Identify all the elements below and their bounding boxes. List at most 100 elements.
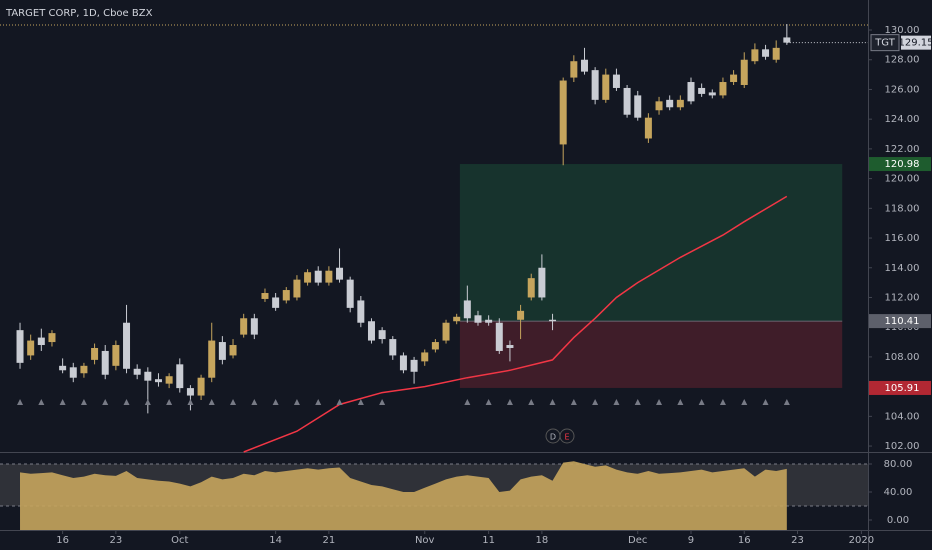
candle-body xyxy=(474,315,482,323)
candle-body xyxy=(442,322,450,341)
candle-body xyxy=(698,87,706,94)
x-tick-label: Nov xyxy=(415,535,435,546)
candle-body xyxy=(144,371,152,381)
candle-body xyxy=(527,278,535,298)
y-tick-label: 104.00 xyxy=(885,411,920,422)
candle-body xyxy=(357,300,365,323)
target-label-box xyxy=(869,157,931,172)
x-tick-label: 9 xyxy=(688,535,694,546)
signal-marker xyxy=(336,399,343,405)
candle-body xyxy=(783,37,791,43)
candle-body xyxy=(186,388,194,396)
candle-body xyxy=(325,270,333,283)
symbol-label: TGT xyxy=(874,38,896,49)
candle-body xyxy=(644,117,652,139)
candle-body xyxy=(101,350,109,375)
x-tick-label: 14 xyxy=(269,535,282,546)
candle-body xyxy=(37,337,45,346)
signal-marker xyxy=(528,399,535,405)
y-tick-label: 122.00 xyxy=(885,144,920,155)
candle-body xyxy=(304,272,312,283)
candle-body xyxy=(623,87,631,115)
candle-body xyxy=(154,379,162,383)
x-tick-label: Dec xyxy=(628,535,647,546)
candle-body xyxy=(772,47,780,60)
last-price-label: 129.15 xyxy=(899,38,932,49)
y-tick-label: 120.00 xyxy=(885,174,920,185)
x-tick-label: 16 xyxy=(738,535,751,546)
signal-marker xyxy=(38,399,45,405)
candle-body xyxy=(59,365,67,371)
candle-body xyxy=(549,319,557,322)
candle-body xyxy=(91,347,99,360)
signal-marker xyxy=(464,399,471,405)
candle-body xyxy=(570,61,578,78)
signal-marker xyxy=(719,399,726,405)
candle-body xyxy=(612,74,620,88)
signal-marker xyxy=(208,399,215,405)
y-tick-label: 116.00 xyxy=(885,233,920,244)
signal-marker xyxy=(80,399,87,405)
signal-marker xyxy=(634,399,641,405)
signal-marker xyxy=(485,399,492,405)
candle-body xyxy=(538,267,546,298)
candle-body xyxy=(591,70,599,100)
signal-marker xyxy=(783,399,790,405)
signal-marker xyxy=(144,399,151,405)
candle-body xyxy=(580,59,588,72)
y-tick-label: 128.00 xyxy=(885,55,920,66)
candle-body xyxy=(517,310,525,320)
stop-label: 105.91 xyxy=(885,383,920,394)
signal-marker xyxy=(315,399,322,405)
candle-body xyxy=(261,293,269,299)
x-tick-label: 23 xyxy=(791,535,804,546)
candle-body xyxy=(165,376,173,384)
candle-body xyxy=(666,99,674,108)
candle-body xyxy=(676,99,684,108)
moving-average xyxy=(243,195,788,453)
candle-body xyxy=(197,377,205,396)
candle-body xyxy=(250,318,258,335)
candle-body xyxy=(240,318,248,335)
candle-body xyxy=(48,333,56,343)
y-tick-label: 124.00 xyxy=(885,114,920,125)
signal-marker xyxy=(293,399,300,405)
stop-zone xyxy=(459,321,843,388)
candle-body xyxy=(229,345,237,356)
candle-body xyxy=(16,330,24,363)
candle-body xyxy=(80,365,88,374)
x-tick-label: Oct xyxy=(171,535,188,546)
candle-body xyxy=(27,340,35,356)
y-tick-label: 118.00 xyxy=(885,203,920,214)
candle-body xyxy=(410,359,418,372)
candle-body xyxy=(123,322,131,369)
y-tick-label: 114.00 xyxy=(885,263,920,274)
candle-body xyxy=(218,342,226,360)
candle-body xyxy=(602,74,610,100)
candle-body xyxy=(69,367,77,378)
signal-marker xyxy=(741,399,748,405)
y-tick-label: 126.00 xyxy=(885,84,920,95)
candle-body xyxy=(485,319,493,323)
target-label: 120.98 xyxy=(885,159,920,170)
candle-body xyxy=(421,352,429,362)
dividend-letter: D xyxy=(550,433,556,442)
osc-tick-label: 80.00 xyxy=(884,459,913,470)
signal-marker xyxy=(102,399,109,405)
signal-marker xyxy=(570,399,577,405)
signal-marker xyxy=(549,399,556,405)
signal-marker xyxy=(59,399,66,405)
candle-body xyxy=(112,345,120,366)
signal-marker xyxy=(698,399,705,405)
y-tick-label: 112.00 xyxy=(885,292,920,303)
candle-body xyxy=(314,270,322,283)
x-tick-label: 18 xyxy=(536,535,549,546)
earnings-icon[interactable] xyxy=(559,428,575,444)
osc-tick-label: 40.00 xyxy=(884,487,913,498)
x-tick-label: 21 xyxy=(323,535,336,546)
candle-body xyxy=(367,321,375,341)
signal-marker xyxy=(656,399,663,405)
target-zone xyxy=(459,164,843,322)
signal-marker xyxy=(613,399,620,405)
